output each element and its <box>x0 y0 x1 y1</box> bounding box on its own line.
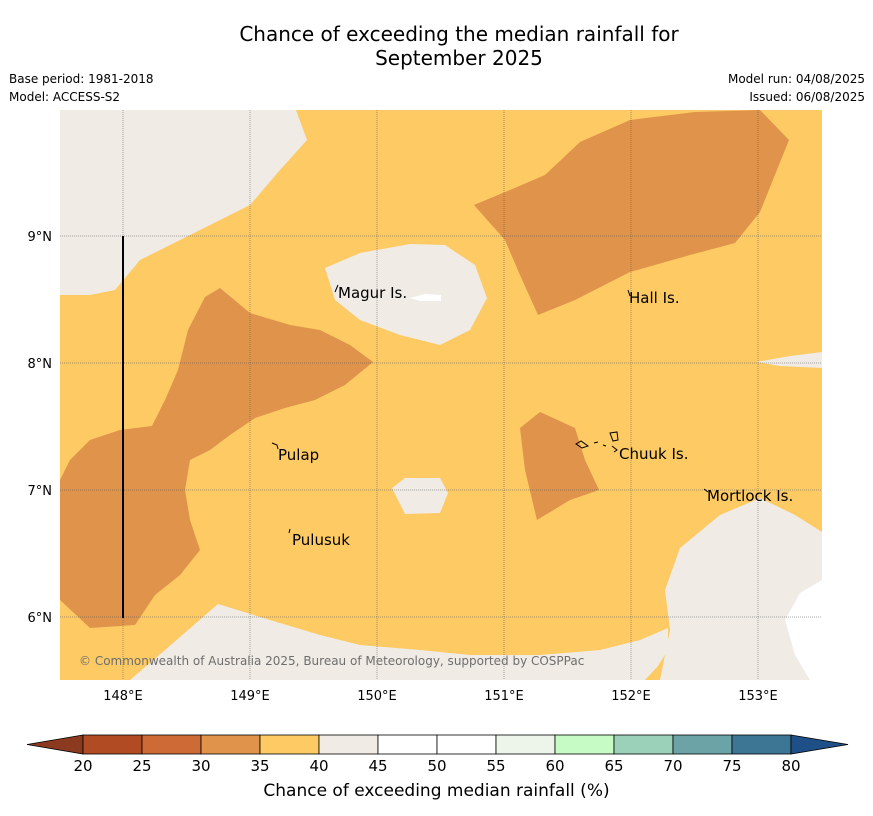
label-mortlock: Mortlock Is. <box>707 487 793 505</box>
colorbar-tick-label: 20 <box>73 757 92 775</box>
colorbar-over-arrow <box>790 734 849 755</box>
island-magur <box>334 284 339 293</box>
colorbar-swatch <box>554 734 615 755</box>
meta-right: Model run: 04/08/2025 Issued: 06/08/2025 <box>728 70 865 106</box>
longitude-ticks: 148°E 149°E 150°E 151°E 152°E 153°E <box>103 689 778 704</box>
colorbar-tick-label: 55 <box>486 757 505 775</box>
region-40-45-south <box>130 604 668 680</box>
lon-tick-label: 152°E <box>611 689 651 704</box>
colorbar-swatch <box>259 734 320 755</box>
lat-tick-label: 9°N <box>28 230 53 245</box>
model-text: Model: ACCESS-S2 <box>9 90 121 104</box>
lon-tick-label: 148°E <box>103 689 143 704</box>
region-45-55-magur-patch <box>410 294 441 301</box>
model-run-text: Model run: 04/08/2025 <box>727 72 865 86</box>
label-chuuk: Chuuk Is. <box>619 445 688 463</box>
latitude-ticks: 9°N 8°N 7°N 6°N <box>28 230 53 626</box>
region-40-45-southeast <box>660 498 822 680</box>
issued-text: Issued: 06/08/2025 <box>749 90 865 104</box>
lon-tick-label: 151°E <box>484 689 524 704</box>
islands <box>271 284 709 534</box>
title-line-2: September 2025 <box>375 46 543 70</box>
colorbar-tick-label: 45 <box>368 757 387 775</box>
island-pulusuk <box>288 528 291 534</box>
colorbar-swatch <box>613 734 674 755</box>
label-magur: Magur Is. <box>338 284 407 302</box>
lon-tick-label: 150°E <box>357 689 397 704</box>
island-hall <box>627 289 631 297</box>
label-hall: Hall Is. <box>629 289 680 307</box>
colorbar-swatch <box>200 734 261 755</box>
colorbar-tick-label: 25 <box>132 757 151 775</box>
region-30-35-chuuk <box>520 412 599 520</box>
region-30-35-northeast <box>474 110 789 315</box>
island-pulap <box>271 442 279 450</box>
colorbar-swatch <box>141 734 202 755</box>
colorbar-tick-label: 80 <box>781 757 800 775</box>
colorbar-under-arrow <box>26 734 84 755</box>
region-40-45-center <box>392 478 448 514</box>
colorbar <box>26 734 849 755</box>
region-40-45-east-sliver <box>756 352 822 368</box>
colorbar-swatch <box>318 734 379 755</box>
colorbar-swatch <box>436 734 497 755</box>
label-pulusuk: Pulusuk <box>292 531 350 549</box>
colorbar-swatch <box>377 734 438 755</box>
colorbar-tick-label: 35 <box>250 757 269 775</box>
lon-tick-label: 149°E <box>230 689 270 704</box>
region-40-45-northwest <box>60 110 307 295</box>
colorbar-tick-label: 40 <box>309 757 328 775</box>
label-pulap: Pulap <box>278 446 319 464</box>
colorbar-tick-label: 50 <box>427 757 446 775</box>
island-mortlock <box>703 488 709 493</box>
island-chuuk <box>575 431 619 453</box>
copyright-text: © Commonwealth of Australia 2025, Bureau… <box>79 654 584 668</box>
colorbar-tick-label: 70 <box>663 757 682 775</box>
title-line-1: Chance of exceeding the median rainfall … <box>239 22 679 46</box>
colorbar-tick-label: 65 <box>604 757 623 775</box>
chart-title: Chance of exceeding the median rainfall … <box>0 22 873 70</box>
colorbar-tick-label: 30 <box>191 757 210 775</box>
colorbar-swatch <box>82 734 143 755</box>
lat-tick-label: 6°N <box>28 611 53 626</box>
colorbar-swatch <box>672 734 733 755</box>
colorbar-ticks: 20 25 30 35 40 45 50 55 60 65 70 75 80 <box>73 757 800 775</box>
lat-tick-label: 8°N <box>28 357 53 372</box>
map-area: Magur Is. Hall Is. Pulap Chuuk Is. Mortl… <box>60 110 822 680</box>
colorbar-label: Chance of exceeding median rainfall (%) <box>263 781 610 801</box>
lon-tick-label: 153°E <box>738 689 778 704</box>
base-period-text: Base period: 1981-2018 <box>9 72 154 86</box>
colorbar-swatch <box>495 734 556 755</box>
region-45-55-southeast <box>785 580 822 680</box>
region-30-35-west <box>60 288 373 628</box>
colorbar-tick-label: 60 <box>545 757 564 775</box>
lat-tick-label: 7°N <box>28 484 53 499</box>
colorbar-tick-label: 75 <box>722 757 741 775</box>
region-40-45-magur <box>325 244 487 345</box>
meta-left: Base period: 1981-2018 Model: ACCESS-S2 <box>9 70 154 106</box>
colorbar-swatch <box>731 734 792 755</box>
place-labels: Magur Is. Hall Is. Pulap Chuuk Is. Mortl… <box>278 284 793 549</box>
